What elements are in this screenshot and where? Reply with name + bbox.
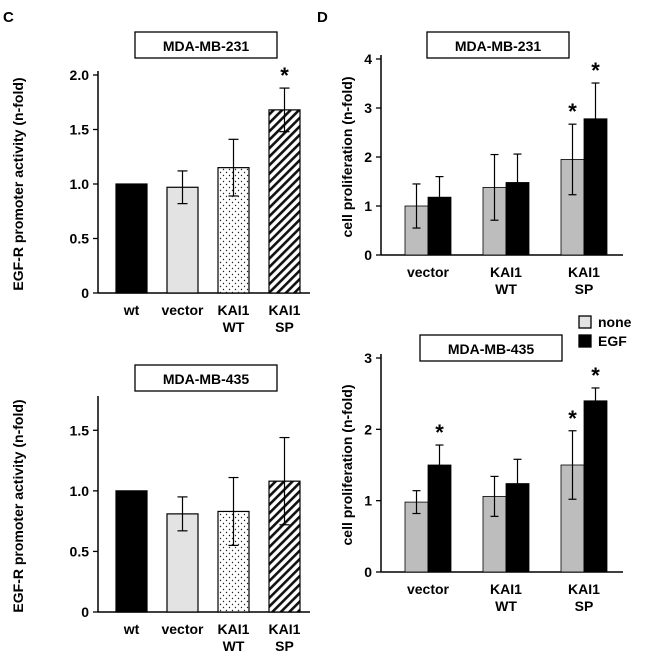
bar xyxy=(115,490,148,613)
y-tick-label: 1 xyxy=(364,198,372,214)
category-label: KAI1 xyxy=(218,621,250,637)
y-tick-label: 1.0 xyxy=(70,176,90,192)
category-label: wt xyxy=(123,621,140,637)
y-axis-label: cell proliferation (n-fold) xyxy=(339,77,355,238)
category-label: KAI1 xyxy=(568,264,600,280)
chart-title-box xyxy=(134,31,278,59)
y-tick-label: 0 xyxy=(364,247,372,263)
bar xyxy=(268,480,301,613)
y-tick-label: 0.5 xyxy=(70,543,90,559)
chart-title-box xyxy=(134,364,278,392)
category-label: wt xyxy=(123,302,140,318)
category-label: KAI1 xyxy=(218,302,250,318)
y-axis-label: EGF-R promoter activity (n-fold) xyxy=(10,77,26,290)
chart-d-mda-mb-435: 0 1 2 3 cell proliferation (n-fold) MDA-MB-43… xyxy=(339,334,623,614)
significance-star: * xyxy=(591,363,600,388)
y-tick-label: 2 xyxy=(364,149,372,165)
legend-swatch-egf xyxy=(578,334,592,348)
bar xyxy=(217,167,250,294)
y-tick-label: 4 xyxy=(364,51,372,67)
y-tick-label: 1 xyxy=(364,493,372,509)
chart-title: MDA-MB-231 xyxy=(455,38,542,54)
category-label: WT xyxy=(495,598,517,614)
category-label: KAI1 xyxy=(490,581,522,597)
chart-c-mda-mb-435: 0 0.5 1.0 1.5 EGF-R promoter activity (n-fol… xyxy=(10,364,310,654)
category-label: WT xyxy=(223,319,245,335)
chart-title-box xyxy=(426,31,570,59)
y-tick-label: 0 xyxy=(364,564,372,580)
y-tick-label: 1.5 xyxy=(70,122,90,138)
chart-d-mda-mb-231: 0 1 2 3 4 cell proliferation (n-fold) MDA-MB-2… xyxy=(339,31,623,297)
panel-label-c: C xyxy=(3,9,14,26)
category-label: WT xyxy=(223,638,245,654)
significance-star: * xyxy=(568,99,577,124)
y-tick-label: 2.0 xyxy=(70,67,90,83)
category-label: SP xyxy=(275,638,294,654)
legend-swatch-none xyxy=(578,315,592,329)
bar xyxy=(268,109,301,294)
category-label: vector xyxy=(407,581,450,597)
significance-star: * xyxy=(591,58,600,83)
legend-label-none: none xyxy=(598,314,632,330)
y-tick-label: 0 xyxy=(81,604,89,620)
y-tick-label: 0 xyxy=(81,285,89,301)
category-label: KAI1 xyxy=(490,264,522,280)
category-label: SP xyxy=(575,281,594,297)
category-label: SP xyxy=(575,598,594,614)
panel-label-d: D xyxy=(317,9,328,26)
y-tick-label: 3 xyxy=(364,100,372,116)
category-label: KAI1 xyxy=(269,302,301,318)
significance-star: * xyxy=(435,420,444,445)
legend: none EGF xyxy=(578,314,632,349)
y-tick-label: 1.5 xyxy=(70,422,90,438)
y-tick-label: 1.0 xyxy=(70,483,90,499)
chart-title-box xyxy=(419,334,563,362)
bar xyxy=(166,186,199,294)
category-label: vector xyxy=(161,621,204,637)
bar-egf xyxy=(583,400,608,573)
y-tick-label: 2 xyxy=(364,421,372,437)
y-axis-label: EGF-R promoter activity (n-fold) xyxy=(10,399,26,612)
y-tick-label: 3 xyxy=(364,350,372,366)
chart-title: MDA-MB-435 xyxy=(448,341,535,357)
category-label: KAI1 xyxy=(269,621,301,637)
chart-title: MDA-MB-231 xyxy=(163,38,250,54)
chart-c-mda-mb-231: 0 0.5 1.0 1.5 2.0 EGF-R promoter activity (n-… xyxy=(10,31,310,335)
category-label: SP xyxy=(275,319,294,335)
significance-star: * xyxy=(568,406,577,431)
category-label: KAI1 xyxy=(568,581,600,597)
significance-star: * xyxy=(280,63,289,88)
category-label: vector xyxy=(407,264,450,280)
legend-label-egf: EGF xyxy=(598,333,627,349)
y-axis-label: cell proliferation (n-fold) xyxy=(339,385,355,546)
y-tick-label: 0.5 xyxy=(70,231,90,247)
bar xyxy=(115,183,148,294)
category-label: WT xyxy=(495,281,517,297)
chart-title: MDA-MB-435 xyxy=(163,371,250,387)
category-label: vector xyxy=(161,302,204,318)
